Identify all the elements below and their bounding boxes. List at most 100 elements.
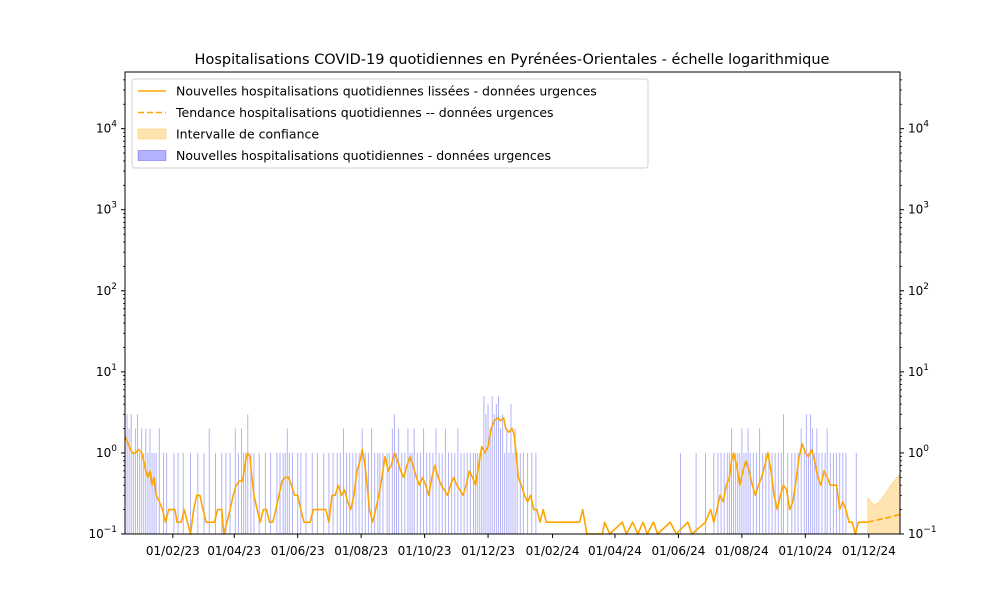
bar [479,452,481,534]
bar [745,452,747,534]
bar [291,452,293,534]
bar [794,452,796,534]
bar [832,452,834,534]
y-tick-label-left: 103 [96,201,117,217]
bar [284,452,286,534]
x-tick-label: 01/04/23 [207,544,261,558]
legend-label: Tendance hospitalisations quotidiennes -… [175,105,554,120]
x-tick-label: 01/10/24 [778,544,832,558]
bar [810,414,812,534]
bar [364,452,366,534]
bar [258,452,260,534]
bar [800,428,802,534]
bar [145,428,147,534]
bar [208,428,210,534]
bar [141,428,143,534]
bar [151,452,153,534]
bar [466,452,468,534]
bar [855,452,857,534]
bar [361,428,363,534]
bar [735,452,737,534]
bar [695,452,697,534]
bar [771,452,773,534]
y-tick-label-left: 102 [96,282,117,298]
bar [733,452,735,534]
bar [472,452,474,534]
bar [435,428,437,534]
bar [535,452,537,534]
bar [807,452,809,534]
y-tick-label-right: 10−1 [908,525,937,541]
bar [221,452,223,534]
bar [286,428,288,534]
bar [374,452,376,534]
bar [358,452,360,534]
bar [404,452,406,534]
x-tick-label: 01/08/23 [334,544,388,558]
bar [128,428,130,534]
bar [396,452,398,534]
bar [297,452,299,534]
bar [816,428,818,534]
bar [177,452,179,534]
bar [432,452,434,534]
bar [713,452,715,534]
bar [245,452,247,534]
bar [477,452,479,534]
y-tick-label-left: 101 [96,363,117,379]
bar [173,452,175,534]
bar [777,452,779,534]
bar [739,452,741,534]
bar [349,452,351,534]
bar [264,452,266,534]
bar [147,452,149,534]
bar [457,428,459,534]
y-tick-label-right: 100 [908,444,929,460]
bar [508,452,510,534]
bar [382,452,384,534]
bar [346,452,348,534]
bar [527,452,529,534]
bar [276,452,278,534]
bar [250,452,252,534]
bar [765,452,767,534]
bar [416,452,418,534]
legend-box [131,78,649,169]
bar [826,428,828,534]
bar [393,414,395,534]
bar [352,452,354,534]
bar [483,396,485,534]
lines-layer [124,417,901,535]
bar [407,428,409,534]
bar [836,452,838,534]
bar [229,452,231,534]
y-tick-label-right: 103 [908,201,929,217]
bar [243,452,245,534]
bar [190,452,192,534]
bar [803,452,805,534]
bar [162,452,164,534]
bar [388,452,390,534]
bar [438,452,440,534]
smoothed-line [124,417,868,535]
bar [386,452,388,534]
bar [516,452,518,534]
x-tick-label: 01/12/23 [461,544,515,558]
bar [845,452,847,534]
bar [234,428,236,534]
trend-line [867,513,901,523]
bar [411,452,413,534]
bar [149,428,151,534]
bar [409,452,411,534]
bar [475,452,477,534]
bar [182,452,184,534]
bar [500,428,502,534]
bar [469,452,471,534]
bar [839,452,841,534]
bar [143,452,145,534]
x-tick-label: 01/08/24 [715,544,769,558]
bar [139,452,141,534]
y-tick-label-right: 102 [908,282,929,298]
bar [747,428,749,534]
